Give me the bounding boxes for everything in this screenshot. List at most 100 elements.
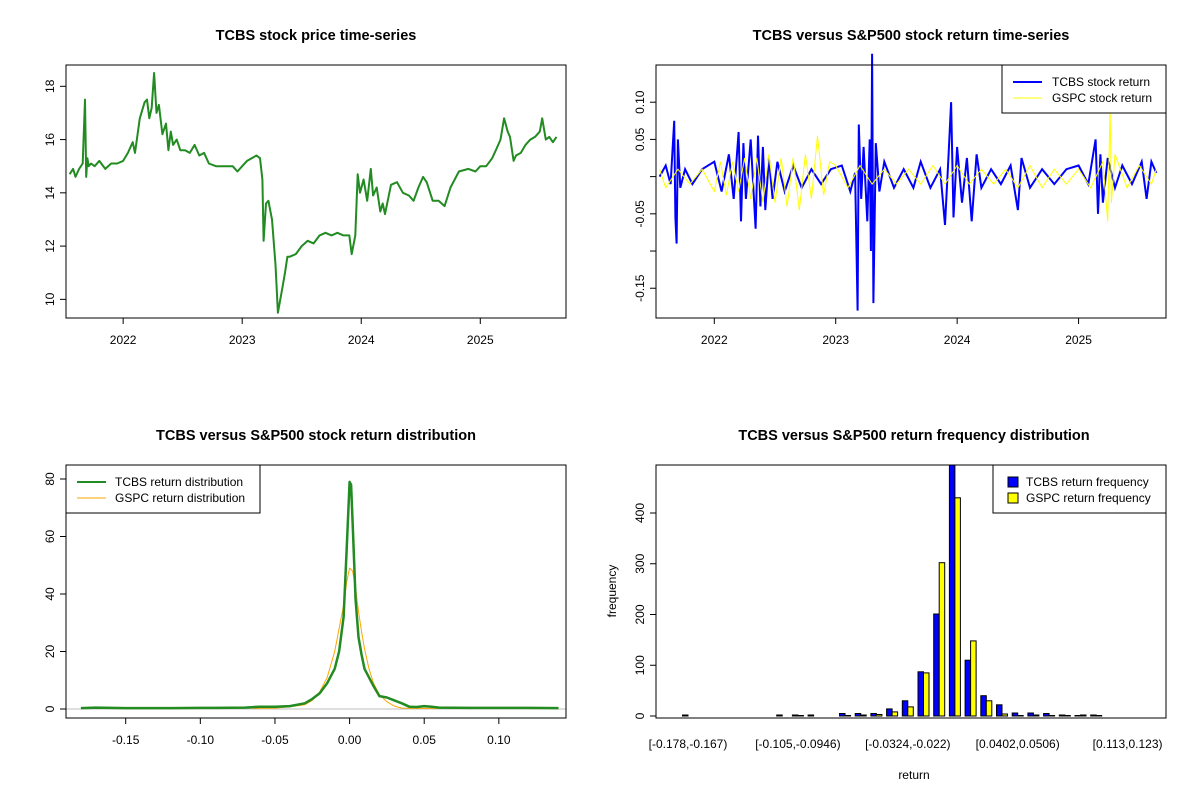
x-tick-label: -0.10 xyxy=(187,733,215,747)
bar-tcbs xyxy=(854,713,862,717)
legend-box xyxy=(992,464,1167,514)
legend: TCBS return distribution GSPC return dis… xyxy=(65,464,261,514)
y-tick-label: 300 xyxy=(633,553,647,573)
bar-tcbs xyxy=(1027,712,1034,717)
bar-gspc xyxy=(891,711,899,717)
legend-box xyxy=(65,464,261,514)
bar-gspc xyxy=(1001,713,1008,717)
y-axis: -0.15 -0.05 0.05 0.10 xyxy=(633,90,656,302)
legend-label-tcbs: TCBS stock return xyxy=(1052,75,1150,89)
y-axis-label: frequency xyxy=(605,565,619,618)
y-tick-label: 16 xyxy=(43,133,57,147)
y-tick-label: 0 xyxy=(633,712,647,719)
bar-tcbs xyxy=(1043,713,1050,717)
y-axis: 0 20 40 60 80 xyxy=(43,472,66,712)
series-line-tcbs-density xyxy=(80,480,559,710)
x-tick-label: 2025 xyxy=(467,333,494,347)
panel-return-timeseries: TCBS versus S&P500 stock return time-ser… xyxy=(633,28,1167,347)
x-tick-label: -0.15 xyxy=(112,733,140,747)
y-tick-label: -0.15 xyxy=(633,274,647,302)
plot-frame xyxy=(655,464,1167,719)
legend-label-tcbs: TCBS return distribution xyxy=(115,475,243,489)
y-tick-label: 0 xyxy=(43,705,57,712)
legend: TCBS return frequency GSPC return freque… xyxy=(992,464,1167,514)
bar-tcbs xyxy=(917,671,924,717)
bar-tcbs xyxy=(996,704,1003,717)
plot-frame xyxy=(65,464,567,719)
bar-gspc xyxy=(1048,715,1056,717)
bar-tcbs xyxy=(886,708,893,717)
y-tick-label: 40 xyxy=(43,587,57,601)
chart-title: TCBS versus S&P500 return frequency dist… xyxy=(738,428,1089,444)
y-tick-label: 14 xyxy=(43,186,57,200)
bar-tcbs xyxy=(1058,714,1066,717)
y-tick-label: 0.05 xyxy=(633,127,647,151)
x-tick-label: 0.00 xyxy=(338,733,362,747)
plot-area xyxy=(66,480,566,710)
legend-swatch-gspc xyxy=(1007,492,1019,504)
y-tick-label: 100 xyxy=(633,655,647,675)
y-axis: 10 12 14 16 18 xyxy=(43,79,66,306)
legend-label-gspc: GSPC return frequency xyxy=(1026,491,1151,505)
chart-title: TCBS versus S&P500 stock return distribu… xyxy=(156,428,476,444)
x-tick-label: 2023 xyxy=(229,333,256,347)
y-tick-label: 80 xyxy=(43,472,57,486)
bar-tcbs xyxy=(839,713,846,717)
legend-label-gspc: GSPC return distribution xyxy=(115,491,245,505)
chart-title: TCBS versus S&P500 stock return time-ser… xyxy=(753,28,1070,44)
x-axis: -0.15 -0.10 -0.05 0.00 0.05 0.10 xyxy=(112,718,511,747)
bar-tcbs xyxy=(682,714,689,717)
x-tick-label: 0.10 xyxy=(487,733,511,747)
plot-area xyxy=(658,53,1158,311)
bar-gspc xyxy=(1032,714,1040,717)
bar-tcbs xyxy=(948,464,956,717)
plot-area xyxy=(68,72,558,314)
x-category-label: [0.0402,0.0506) xyxy=(976,737,1060,751)
plot-frame xyxy=(655,64,1167,319)
x-tick-label: -0.05 xyxy=(261,733,289,747)
series-line-gspc-density xyxy=(252,567,484,709)
y-tick-label: 12 xyxy=(43,239,57,253)
bar-tcbs xyxy=(980,695,987,717)
bar-gspc xyxy=(860,714,867,717)
y-tick-label: 18 xyxy=(43,79,57,93)
panel-price-timeseries: TCBS stock price time-series 1012141618 … xyxy=(43,28,567,347)
bar-gspc xyxy=(844,715,851,717)
bar-gspc xyxy=(1017,715,1024,717)
y-tick-label: 60 xyxy=(43,530,57,544)
y-tick-label: 400 xyxy=(633,503,647,523)
x-tick-label: 2025 xyxy=(1065,333,1092,347)
x-tick-label: 2022 xyxy=(701,333,728,347)
bar-gspc xyxy=(954,497,961,717)
panel-return-histogram: TCBS versus S&P500 return frequency dist… xyxy=(605,428,1167,782)
x-tick-label: 2022 xyxy=(110,333,137,347)
bar-gspc xyxy=(1080,714,1087,717)
bar-gspc xyxy=(907,706,914,717)
bar-gspc xyxy=(938,562,946,717)
x-axis: 2022 2023 2024 2025 xyxy=(701,318,1092,347)
x-category-label: [-0.0324,-0.022) xyxy=(865,737,950,751)
x-axis: [-0.178,-0.167) [-0.105,-0.0946) [-0.0324,… xyxy=(649,737,1163,751)
bar-gspc xyxy=(923,672,930,717)
x-tick-label: 0.05 xyxy=(413,733,437,747)
bar-tcbs xyxy=(807,714,815,717)
bar-gspc xyxy=(797,715,804,717)
bar-gspc xyxy=(875,714,883,717)
bar-tcbs xyxy=(1074,715,1081,717)
bar-tcbs xyxy=(776,714,783,717)
x-category-label: [-0.178,-0.167) xyxy=(649,737,728,751)
series-line-gspc-return xyxy=(659,105,1157,222)
bar-tcbs xyxy=(901,700,909,717)
y-tick-label: 200 xyxy=(633,604,647,624)
x-tick-label: 2023 xyxy=(822,333,849,347)
series-line-tcbs-price xyxy=(68,72,558,314)
panel-return-density: TCBS versus S&P500 stock return distribu… xyxy=(43,428,567,747)
y-tick-label: 20 xyxy=(43,645,57,659)
bar-tcbs xyxy=(964,659,972,717)
legend-swatch-tcbs xyxy=(1007,476,1019,488)
legend: TCBS stock return GSPC stock return xyxy=(1001,64,1167,114)
bar-tcbs xyxy=(870,713,877,717)
plot-frame xyxy=(65,64,567,319)
y-tick-label: 10 xyxy=(43,292,57,306)
x-tick-label: 2024 xyxy=(944,333,971,347)
